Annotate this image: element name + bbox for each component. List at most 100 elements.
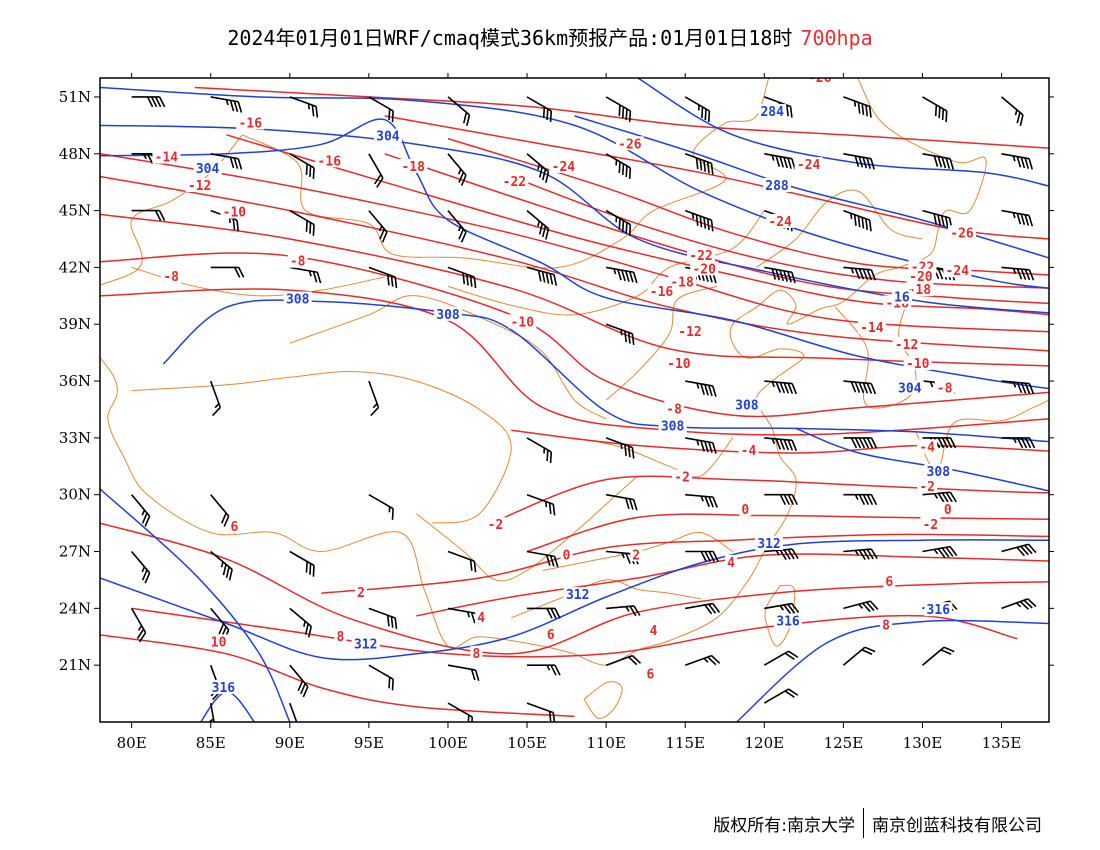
height-label-bg [732,397,761,412]
temperature-label: -18 [908,283,932,298]
wind-barb-full [704,441,709,453]
wind-barb-full [545,171,550,183]
wind-barb [209,380,222,417]
wind-barb-full [229,157,235,169]
wind-barb-full [546,108,549,121]
height-contour [637,78,1049,187]
wind-barb-full [700,383,705,395]
temperature-label: 8 [336,630,344,645]
wind-barb-full [621,163,625,176]
wind-barb-staff [763,650,789,666]
wind-barb-full [629,605,637,617]
wind-barb [1001,266,1035,281]
wind-barb-full [869,600,879,611]
temperature-label: -2 [919,480,935,495]
wind-barb-full [621,269,626,282]
y-tick-label: 45N [59,202,91,220]
wind-barb-staff [764,437,793,442]
wind-barb-full [462,272,466,285]
wind-barb-half [546,664,551,671]
wind-barb [526,96,553,123]
wind-barb-full [934,104,938,117]
height-label-bg [434,306,462,321]
height-label-bg [658,418,687,433]
wind-barb-full [538,166,544,178]
wind-barb [605,266,638,284]
y-tick-label: 48N [59,145,91,163]
wind-barb-full [864,646,876,653]
height-label: 312 [757,537,780,552]
wind-barb-full [542,169,547,181]
wind-barb-staff [605,493,634,501]
wind-barb-full [937,156,943,168]
wind-barb-half [1015,602,1022,608]
temperature-label-bg [399,159,428,173]
wind-barb-full [550,608,557,619]
temperature-contour [100,522,1049,655]
wind-barb-full [376,177,384,188]
temperature-label: 4 [650,624,658,639]
wind-barb-full [710,163,714,175]
wind-barb-full [546,608,553,619]
wind-barb-half [854,494,859,501]
wind-barb-full [865,105,869,117]
wind-barb-half [543,447,546,454]
wind-barb-full [1020,157,1026,169]
wind-barb-full [305,561,308,573]
temperature-label: -24 [552,160,576,175]
wind-barb-full [945,110,948,123]
wind-barb-staff [526,550,555,558]
wind-barb-staff [1001,266,1030,271]
wind-barb-full [868,220,872,232]
wind-barb-full [223,515,230,527]
x-tick-label: 110E [586,734,626,752]
wind-barb-staff [685,602,713,610]
temperature-label-bg [672,469,693,484]
wind-barb-half [929,381,934,388]
temperature-contour [447,137,1049,276]
wind-barb-full [779,269,785,282]
wind-barb-full [625,270,630,282]
wind-barb [843,153,875,170]
wind-barb-full [700,440,705,452]
wind-barb-full [787,157,792,169]
boundary-hebei-shanxi [605,285,718,401]
temperature-label: -12 [895,338,918,353]
temperature-label-bg [644,666,657,681]
wind-barb-full [695,157,699,170]
temperature-label: 6 [885,575,893,590]
wind-barb-full [779,549,787,561]
temperature-label: -26 [950,226,974,241]
temperature-label-bg [161,268,182,283]
wind-barb-full [862,268,869,280]
wind-barb-full [945,546,954,557]
temperature-label-bg [508,314,537,329]
temperature-contour [511,429,1049,454]
wind-barb-full [791,548,799,560]
temperature-label-bg [739,501,752,516]
wind-barb-full [858,268,865,280]
wind-barb-full [631,447,635,459]
wind-barb-staff [922,491,951,496]
height-label-bg [755,536,783,550]
wind-barb-staff [764,380,793,385]
wind-barb-staff [1001,209,1030,217]
wind-barb [684,654,721,666]
wind-barb-staff [210,550,233,571]
wind-barb [921,646,955,666]
wind-barb-staff [447,702,473,718]
wind-barb [210,494,230,527]
temperature-label: 0 [563,548,571,563]
y-tick-label: 39N [59,315,91,333]
wind-barb-full [141,569,148,581]
wind-barb [843,380,877,395]
wind-barb-staff [447,550,475,562]
temperature-label: 8 [882,618,890,633]
temperature-label: -24 [797,158,821,173]
temperature-label-bg [903,356,932,370]
temperature-label-bg [676,323,704,338]
wind-barb-full [862,437,870,449]
temperature-label-bg [544,626,557,641]
wind-barb [447,153,467,186]
wind-barb-staff [605,209,631,226]
